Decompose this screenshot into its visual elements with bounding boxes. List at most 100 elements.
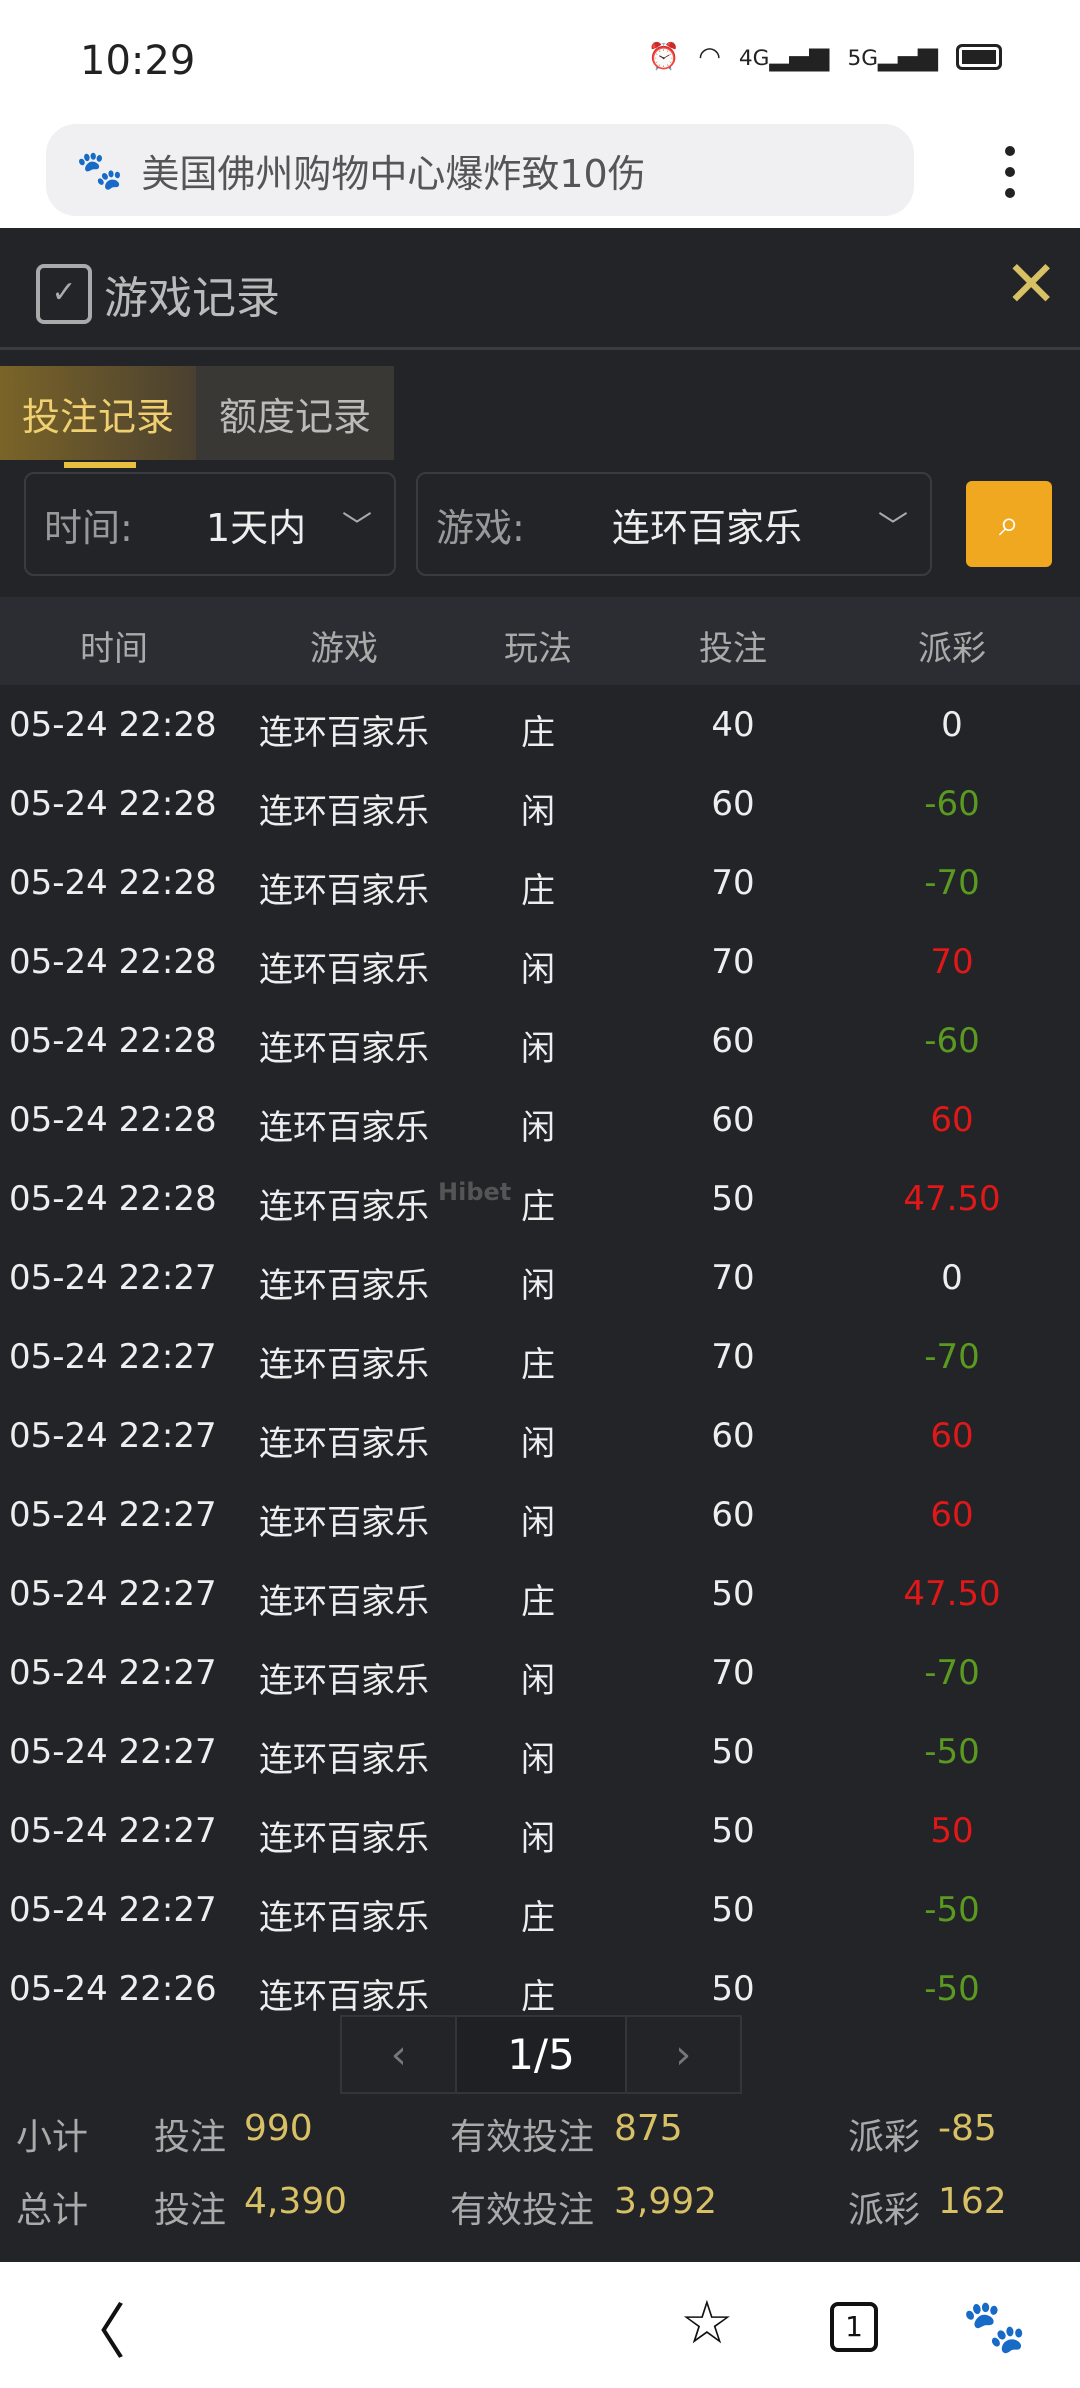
col-play: 玩法 (504, 629, 572, 669)
tab-credit-records[interactable]: 额度记录 (196, 366, 394, 460)
next-page-button[interactable]: › (675, 2031, 692, 2078)
row-game: 连环百家乐 (259, 1108, 429, 1148)
panel-title: 游戏记录 (104, 273, 280, 324)
close-icon[interactable]: ✕ (1004, 248, 1058, 322)
table-row: 05-24 22:27 连环百家乐 闲 60 60 (0, 1396, 1080, 1475)
row-time: 05-24 22:27 (9, 1890, 217, 1930)
row-payout: -70 (924, 1337, 980, 1377)
table-row: 05-24 22:28 连环百家乐 闲 70 70 (0, 922, 1080, 1001)
search-icon: ⌕ (998, 503, 1020, 544)
row-game: 连环百家乐 (259, 1187, 429, 1227)
table-row: 05-24 22:27 连环百家乐 庄 70 -70 (0, 1317, 1080, 1396)
row-bet: 60 (711, 1416, 755, 1456)
game-filter-label: 游戏: (436, 505, 525, 550)
row-play: 庄 (521, 713, 555, 753)
table-row: 05-24 22:28 连环百家乐 闲 60 -60 (0, 764, 1080, 843)
row-bet: 60 (711, 1021, 755, 1061)
row-play: 庄 (521, 1187, 555, 1227)
row-play: 庄 (521, 1977, 555, 2017)
row-bet: 70 (711, 1258, 755, 1298)
row-payout: 47.50 (903, 1179, 1001, 1219)
tabs-count-button[interactable]: 1 (830, 2302, 878, 2352)
row-play: 庄 (521, 1582, 555, 1622)
row-game: 连环百家乐 (259, 1661, 429, 1701)
baidu-paw-icon: 🐾 (76, 147, 124, 192)
row-payout: -70 (924, 1653, 980, 1693)
row-bet: 60 (711, 1100, 755, 1140)
row-time: 05-24 22:28 (9, 1021, 217, 1061)
row-time: 05-24 22:28 (9, 1179, 217, 1219)
row-payout: 0 (941, 705, 963, 745)
row-play: 闲 (521, 1266, 555, 1306)
watermark: Hibet (438, 1178, 512, 1206)
row-time: 05-24 22:26 (9, 1969, 217, 2009)
table-row: 05-24 22:27 连环百家乐 庄 50 47.50 (0, 1554, 1080, 1633)
game-record-panel: ✓ 游戏记录 ✕ 投注记录 额度记录 时间: 1天内 ﹀ 游戏: 连环百家乐 ﹀… (0, 228, 1080, 2262)
row-play: 闲 (521, 950, 555, 990)
row-time: 05-24 22:27 (9, 1495, 217, 1535)
row-bet: 70 (711, 1337, 755, 1377)
pagination: ‹ 1/5 › (340, 2015, 742, 2094)
row-time: 05-24 22:27 (9, 1258, 217, 1298)
row-payout: 60 (930, 1495, 974, 1535)
row-bet: 60 (711, 1495, 755, 1535)
row-payout: -50 (924, 1890, 980, 1930)
row-game: 连环百家乐 (259, 1345, 429, 1385)
row-bet: 70 (711, 1653, 755, 1693)
row-time: 05-24 22:27 (9, 1337, 217, 1377)
game-filter-value: 连环百家乐 (612, 505, 803, 550)
tab-bet-records[interactable]: 投注记录 (0, 366, 196, 468)
search-query: 美国佛州购物中心爆炸致10伤 (141, 151, 646, 196)
col-bet: 投注 (699, 629, 767, 669)
row-payout: 47.50 (903, 1574, 1001, 1614)
total-valid: 3,992 (614, 2181, 718, 2222)
row-time: 05-24 22:27 (9, 1732, 217, 1772)
status-bar: 10:29 ⏰ ◠ 4G▂▄▆ 5G▂▄▆ (0, 0, 1080, 120)
table-row: 05-24 22:27 连环百家乐 闲 70 -70 (0, 1633, 1080, 1712)
clipboard-check-icon: ✓ (36, 264, 92, 324)
time-filter-label: 时间: (44, 505, 133, 550)
status-icons: ⏰ ◠ 4G▂▄▆ 5G▂▄▆ (648, 42, 1002, 72)
star-bookmark-icon[interactable]: ☆ (680, 2288, 734, 2358)
more-menu-icon[interactable] (995, 146, 1025, 198)
4g-signal-icon: 4G▂▄▆ (738, 42, 830, 72)
page-indicator: 1/5 (455, 2017, 627, 2092)
row-bet: 70 (711, 863, 755, 903)
row-game: 连环百家乐 (259, 1977, 429, 2017)
row-game: 连环百家乐 (259, 1740, 429, 1780)
5g-signal-icon: 5G▂▄▆ (847, 42, 938, 72)
table-row: 05-24 22:28 连环百家乐 庄 50 47.50 (0, 1159, 1080, 1238)
subtotal-label: 小计 (16, 2117, 89, 2158)
row-play: 庄 (521, 1345, 555, 1385)
row-game: 连环百家乐 (259, 1029, 429, 1069)
row-play: 闲 (521, 1503, 555, 1543)
address-bar[interactable]: 🐾 美国佛州购物中心爆炸致10伤 (46, 124, 914, 216)
row-game: 连环百家乐 (259, 1898, 429, 1938)
subtotal-bet: 990 (244, 2108, 313, 2149)
net-label: 4G (738, 46, 770, 71)
row-play: 闲 (521, 1819, 555, 1859)
game-filter-select[interactable]: 游戏: 连环百家乐 ﹀ (416, 472, 932, 576)
row-game: 连环百家乐 (259, 1424, 429, 1464)
subtotal-payout: -85 (938, 2108, 997, 2149)
time-filter-select[interactable]: 时间: 1天内 ﹀ (24, 472, 396, 576)
row-time: 05-24 22:27 (9, 1574, 217, 1614)
row-time: 05-24 22:28 (9, 1100, 217, 1140)
row-play: 庄 (521, 871, 555, 911)
row-bet: 50 (711, 1890, 755, 1930)
back-icon[interactable]: 〈 (66, 2298, 126, 2368)
row-bet: 70 (711, 942, 755, 982)
row-game: 连环百家乐 (259, 713, 429, 753)
clock: 10:29 (80, 38, 196, 84)
row-bet: 50 (711, 1574, 755, 1614)
table-row: 05-24 22:26 连环百家乐 庄 50 -50 (0, 1949, 1080, 2028)
prev-page-button[interactable]: ‹ (390, 2031, 407, 2078)
total-label: 总计 (16, 2190, 89, 2231)
wifi-icon: ◠ (698, 42, 721, 72)
row-bet: 50 (711, 1811, 755, 1851)
search-button[interactable]: ⌕ (966, 481, 1052, 567)
baidu-paw-icon[interactable]: 🐾 (962, 2297, 1027, 2357)
row-payout: -60 (924, 784, 980, 824)
time-filter-value: 1天内 (206, 505, 307, 550)
row-payout: 60 (930, 1100, 974, 1140)
